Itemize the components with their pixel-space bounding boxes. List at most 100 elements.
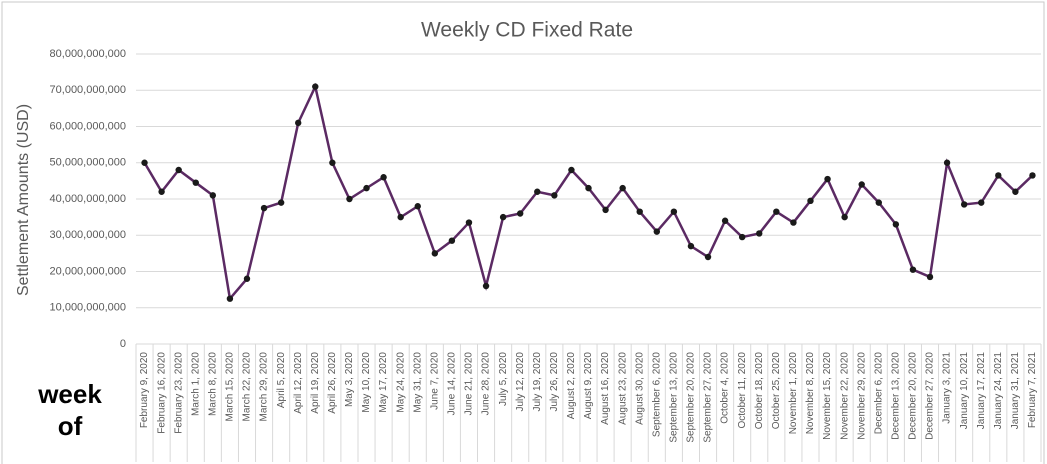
data-point xyxy=(704,253,712,261)
data-point xyxy=(260,204,268,212)
data-point xyxy=(141,159,148,166)
x-tick-label: May 24, 2020 xyxy=(395,352,406,413)
x-tick-label: January 10, 2021 xyxy=(959,352,970,430)
data-point xyxy=(277,199,285,206)
data-point xyxy=(516,210,524,217)
data-point xyxy=(858,181,865,188)
x-tick-label: November 22, 2020 xyxy=(839,352,850,440)
data-line xyxy=(143,82,1034,302)
data-point xyxy=(1012,188,1019,195)
x-tick-label: November 8, 2020 xyxy=(805,352,816,435)
x-tick-label: October 25, 2020 xyxy=(771,352,782,430)
y-tick-label: 30,000,000,000 xyxy=(50,229,126,241)
data-point xyxy=(482,282,490,290)
data-point xyxy=(875,199,882,206)
x-tick-label: September 27, 2020 xyxy=(703,352,714,443)
x-tick-label: September 13, 2020 xyxy=(669,352,680,443)
data-point xyxy=(687,242,695,250)
data-point xyxy=(295,119,302,127)
data-point xyxy=(824,175,831,183)
data-point xyxy=(499,213,507,221)
data-point xyxy=(807,197,814,205)
data-point xyxy=(192,179,199,186)
data-point xyxy=(209,192,217,199)
x-tick-label: August 2, 2020 xyxy=(566,352,577,420)
x-tick-label: June 21, 2020 xyxy=(464,352,475,416)
data-point xyxy=(346,195,353,203)
x-tick-label: April 5, 2020 xyxy=(276,352,287,409)
x-tick-label: August 23, 2020 xyxy=(617,352,628,425)
x-tick-label: July 26, 2020 xyxy=(549,352,560,412)
x-tick-label: August 16, 2020 xyxy=(600,352,611,425)
data-point xyxy=(585,184,592,192)
x-tick-label: July 5, 2020 xyxy=(498,352,509,406)
x-tick-label: September 20, 2020 xyxy=(686,352,697,443)
data-point xyxy=(414,203,421,210)
x-tick-label: March 15, 2020 xyxy=(225,352,236,422)
data-point xyxy=(380,174,387,181)
data-point xyxy=(602,206,609,214)
x-tick-label: March 1, 2020 xyxy=(190,352,201,416)
y-tick-label: 20,000,000,000 xyxy=(50,265,126,277)
chart-title: Weekly CD Fixed Rate xyxy=(421,19,633,42)
x-tick-label: March 8, 2020 xyxy=(207,352,218,416)
x-tick-label: November 15, 2020 xyxy=(822,352,833,440)
data-point xyxy=(534,188,541,195)
x-tick-label: March 29, 2020 xyxy=(259,352,270,422)
data-point xyxy=(431,250,439,257)
x-tick-label: July 19, 2020 xyxy=(532,352,543,412)
data-point xyxy=(226,295,234,302)
data-point xyxy=(636,208,643,215)
y-tick-label: 0 xyxy=(120,338,126,350)
x-tick-label: November 1, 2020 xyxy=(788,352,799,435)
x-tick-label: February 23, 2020 xyxy=(173,352,184,434)
data-point xyxy=(738,233,746,241)
x-tick-label: May 10, 2020 xyxy=(361,352,372,413)
data-point xyxy=(978,199,985,206)
data-point xyxy=(363,184,370,192)
y-tick-label: 40,000,000,000 xyxy=(50,193,126,205)
data-point xyxy=(721,217,729,224)
x-tick-label: December 6, 2020 xyxy=(873,352,884,435)
x-tick-label: October 18, 2020 xyxy=(754,352,765,430)
x-tick-label: April 12, 2020 xyxy=(293,352,304,414)
x-tick-label: May 17, 2020 xyxy=(378,352,389,413)
x-tick-label: August 30, 2020 xyxy=(634,352,645,425)
data-point xyxy=(312,83,319,90)
x-tick-label: December 13, 2020 xyxy=(890,352,901,440)
x-tick-label: July 12, 2020 xyxy=(515,352,526,412)
y-axis-label: Settlement Amounts (USD) xyxy=(15,104,32,296)
data-point xyxy=(243,275,251,282)
y-tick-label: 70,000,000,000 xyxy=(50,84,126,96)
data-point xyxy=(892,221,900,228)
x-tick-label: May 3, 2020 xyxy=(344,352,355,407)
x-tick-label: December 20, 2020 xyxy=(908,352,919,440)
data-point xyxy=(756,230,763,237)
data-point xyxy=(670,208,678,215)
x-axis-label: week of xyxy=(38,379,102,441)
x-tick-label: January 3, 2021 xyxy=(942,352,953,424)
x-tick-label: June 14, 2020 xyxy=(447,352,458,416)
x-tick-label: February 16, 2020 xyxy=(156,352,167,434)
x-tick-label: May 31, 2020 xyxy=(412,352,423,413)
data-point xyxy=(943,159,951,166)
x-tick-label: April 19, 2020 xyxy=(310,352,321,414)
y-tick-label: 80,000,000,000 xyxy=(50,48,126,60)
x-tick-label: October 4, 2020 xyxy=(720,352,731,424)
x-tick-label: June 28, 2020 xyxy=(481,352,492,416)
x-tick-label: January 24, 2021 xyxy=(993,352,1004,430)
data-point xyxy=(773,208,780,215)
x-tick-label: February 9, 2020 xyxy=(139,352,150,429)
x-tick-label: August 9, 2020 xyxy=(583,352,594,420)
data-point xyxy=(960,201,968,208)
data-point xyxy=(465,219,473,226)
y-tick-label: 50,000,000,000 xyxy=(50,157,126,169)
data-point xyxy=(909,266,917,273)
y-tick-label: 10,000,000,000 xyxy=(50,302,126,314)
x-tick-label: March 22, 2020 xyxy=(242,352,253,422)
data-point xyxy=(448,237,456,244)
data-point xyxy=(551,192,558,199)
